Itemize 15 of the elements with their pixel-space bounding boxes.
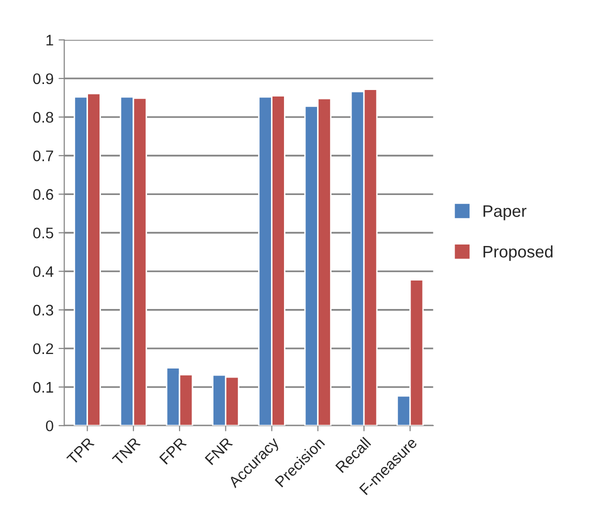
legend-label: Proposed bbox=[484, 245, 552, 261]
y-tick-label: 0.1 bbox=[33, 382, 54, 393]
y-tick-label: 1 bbox=[46, 34, 54, 46]
y-tick-label: 0.5 bbox=[33, 228, 54, 238]
y-tick-label: 0.2 bbox=[33, 343, 54, 354]
y-tick-label: 0 bbox=[46, 420, 54, 432]
y-tick-label: 0.3 bbox=[33, 304, 54, 316]
y-tick-label: 0.8 bbox=[33, 112, 54, 123]
y-tick-label: 0.4 bbox=[33, 266, 54, 278]
y-tick-label: 0.7 bbox=[33, 150, 54, 162]
legend-label: Paper bbox=[484, 205, 526, 220]
x-tick-label: TNR bbox=[112, 436, 141, 466]
y-tick-label: 0.6 bbox=[33, 189, 54, 200]
y-tick-label: 0.9 bbox=[33, 73, 54, 84]
x-tick-label: TPR bbox=[66, 436, 95, 466]
